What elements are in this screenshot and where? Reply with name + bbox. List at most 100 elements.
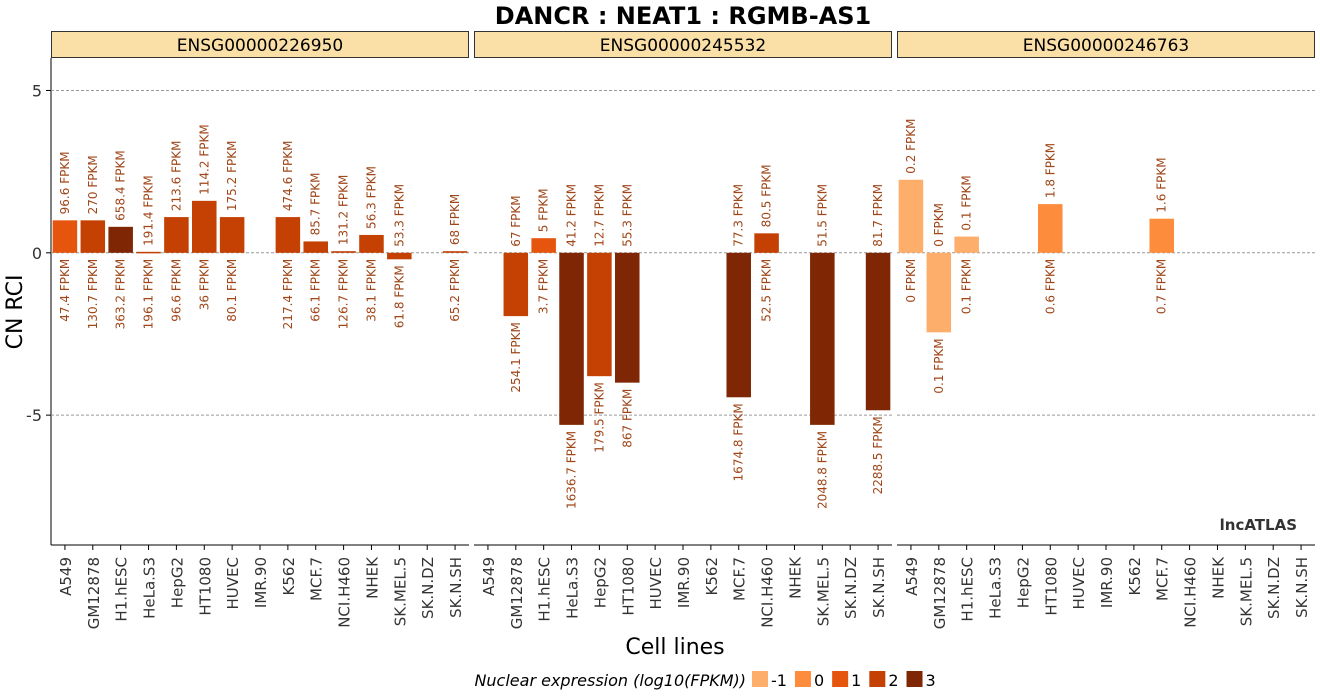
bar-top-label: 80.5 FPKM [760, 164, 774, 227]
y-tick-label: 5 [32, 81, 42, 100]
x-tick-label: NCI.H460 [1182, 557, 1200, 628]
bar-bottom-label: 0.1 FPKM [960, 259, 974, 314]
bar-bottom-label: 867 FPKM [620, 389, 634, 448]
legend-swatch-3 [906, 671, 923, 687]
x-tick-label: GM12878 [85, 557, 103, 629]
bar-HT1080 [192, 200, 217, 253]
bar-SK.N.SH [442, 251, 468, 253]
x-tick-label: MCF.7 [731, 557, 749, 601]
bar-NCI.H460 [754, 233, 779, 253]
bar-A549 [898, 179, 924, 253]
bar-GM12878 [503, 252, 529, 317]
bar-H1.hESC [954, 236, 979, 253]
x-tick-label: H1.hESC [959, 557, 977, 622]
x-tick-label: HUVEC [647, 557, 665, 609]
panel-strip-label: ENSG00000246763 [1023, 36, 1189, 56]
legend-label: 3 [926, 671, 936, 690]
legend-label: -1 [771, 671, 787, 690]
bar-bottom-label: 2048.8 FPKM [815, 431, 829, 509]
bar-top-label: 55.3 FPKM [620, 184, 634, 247]
x-tick-label: NHEK [1209, 556, 1227, 599]
x-tick-label: HeLa.S3 [141, 557, 159, 619]
x-tick-label: SK.N.DZ [419, 557, 437, 619]
x-tick-label: A549 [903, 557, 921, 596]
bar-H1.hESC [531, 238, 556, 253]
x-tick-label: HepG2 [591, 557, 609, 608]
bar-HeLa.S3 [559, 252, 584, 425]
bar-H1.hESC [108, 226, 133, 253]
x-tick-label: SK.MEL.5 [814, 557, 832, 626]
bar-top-label: 175.2 FPKM [225, 141, 239, 212]
y-axis: 5 0 -5 [26, 58, 52, 545]
x-tick-label: IMR.90 [1098, 557, 1116, 608]
legend: Nuclear expression (log10(FPKM)) -1 0 1 2 3 [474, 671, 936, 690]
bar-bottom-label: 66.1 FPKM [309, 259, 323, 322]
bar-top-label: 41.2 FPKM [565, 184, 579, 247]
y-tick-label: 0 [32, 244, 42, 263]
bar-bottom-label: 3.7 FPKM [537, 259, 551, 314]
bar-bottom-label: 0.6 FPKM [1043, 259, 1057, 314]
bar-bottom-label: 196.1 FPKM [142, 259, 156, 330]
bar-top-label: 114.2 FPKM [197, 124, 211, 195]
bar-top-label: 51.5 FPKM [815, 184, 829, 247]
panel-strip [51, 31, 469, 58]
x-tick-label: NCI.H460 [336, 557, 354, 628]
legend-swatch-2 [869, 671, 886, 687]
legend-label: 1 [851, 671, 861, 690]
bar-bottom-label: 2288.5 FPKM [871, 416, 885, 494]
legend-label: 2 [888, 671, 898, 690]
bar-bottom-label: 47.4 FPKM [58, 259, 72, 322]
bar-top-label: 474.6 FPKM [281, 141, 295, 212]
bar-top-label: 81.7 FPKM [871, 184, 885, 247]
bar-GM12878 [926, 252, 952, 333]
bar-GM12878 [80, 220, 106, 253]
bar-top-label: 96.6 FPKM [58, 151, 72, 214]
x-tick-label: NHEK [363, 556, 381, 599]
y-axis-label: CN RCI [3, 275, 28, 350]
x-tick-label: NHEK [786, 556, 804, 599]
x-tick-label: SK.MEL.5 [391, 557, 409, 626]
x-tick-label: K562 [280, 557, 298, 595]
bar-MCF.7 [1149, 218, 1174, 253]
y-tick-label: -5 [26, 406, 42, 425]
bar-SK.MEL.5 [387, 252, 412, 260]
bar-top-label: 56.3 FPKM [364, 166, 378, 229]
x-tick-label: SK.N.SH [1293, 557, 1311, 618]
x-tick-label: HT1080 [1042, 557, 1060, 616]
panel-strip-label: ENSG00000245532 [600, 36, 766, 56]
bar-bottom-label: 52.5 FPKM [760, 259, 774, 322]
x-tick-label: H1.hESC [536, 557, 554, 622]
bar-bottom-label: 363.2 FPKM [114, 259, 128, 330]
bar-bottom-label: 38.1 FPKM [364, 259, 378, 322]
bar-HT1080 [1038, 204, 1063, 253]
x-tick-label: GM12878 [508, 557, 526, 629]
chart-title: DANCR : NEAT1 : RGMB-AS1 [495, 2, 871, 30]
bar-top-label: 658.4 FPKM [114, 150, 128, 221]
bar-HeLa.S3 [136, 251, 161, 254]
bar-bottom-label: 217.4 FPKM [281, 259, 295, 330]
x-tick-label: IMR.90 [675, 557, 693, 608]
bar-A549 [52, 220, 78, 253]
bar-bottom-label: 61.8 FPKM [392, 265, 406, 328]
bar-top-label: 67 FPKM [509, 195, 523, 246]
bar-top-label: 85.7 FPKM [309, 173, 323, 236]
bar-bottom-label: 65.2 FPKM [448, 259, 462, 322]
bar-HepG2 [587, 252, 612, 377]
x-tick-label: HUVEC [224, 557, 242, 609]
watermark-lncatlas: lncATLAS [1220, 516, 1297, 534]
x-tick-label: MCF.7 [308, 557, 326, 601]
bar-top-label: 53.3 FPKM [392, 184, 406, 247]
bar-bottom-label: 1636.7 FPKM [565, 431, 579, 509]
x-tick-label: NCI.H460 [759, 557, 777, 628]
x-tick-label: SK.N.DZ [1265, 557, 1283, 619]
x-tick-label: SK.N.DZ [842, 557, 860, 619]
bar-bottom-label: 0 FPKM [904, 259, 918, 303]
x-tick-label: K562 [703, 557, 721, 595]
bar-top-label: 270 FPKM [86, 155, 100, 214]
x-tick-label: MCF.7 [1154, 557, 1172, 601]
x-tick-label: A549 [57, 557, 75, 596]
x-tick-label: GM12878 [931, 557, 949, 629]
bar-K562 [275, 217, 301, 253]
panel-strip [897, 31, 1315, 58]
bar-bottom-label: 130.7 FPKM [86, 259, 100, 330]
